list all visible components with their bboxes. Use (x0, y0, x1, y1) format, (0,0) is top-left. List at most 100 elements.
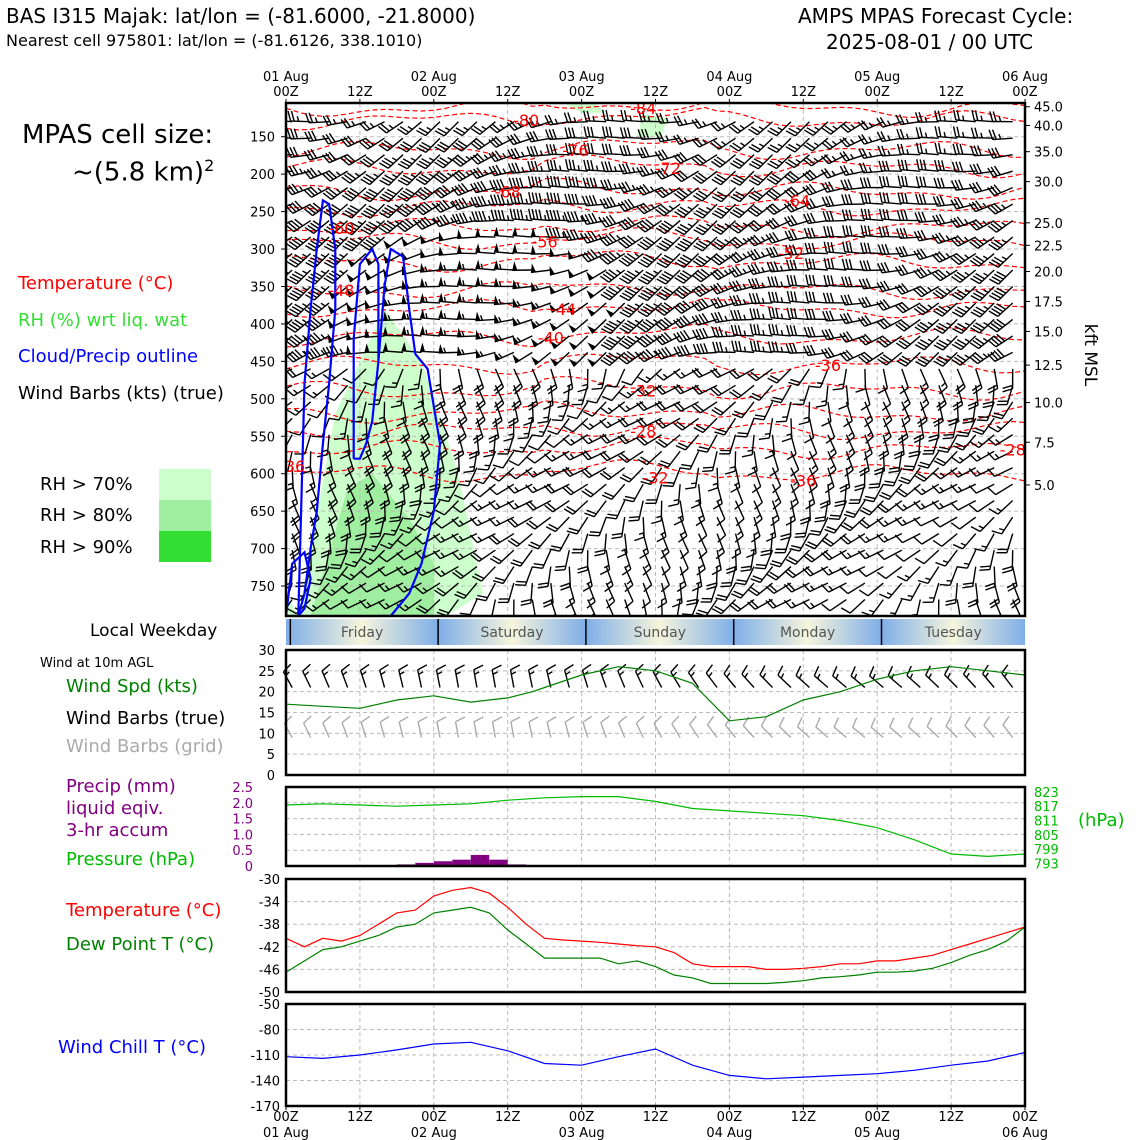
barb-full (568, 159, 573, 170)
barb-full (860, 225, 865, 236)
barb-full (881, 145, 887, 156)
barb-full (830, 258, 835, 270)
barb-full (941, 160, 945, 171)
barb-half (964, 236, 969, 242)
barb-half (964, 354, 970, 359)
barb-full (861, 134, 869, 144)
barb-full (810, 227, 816, 238)
barb-full (732, 160, 743, 167)
barb-full (814, 516, 826, 520)
barb-full (528, 192, 532, 203)
barb-full (654, 170, 663, 180)
barb-full (898, 114, 905, 125)
wind-barb (322, 170, 348, 182)
barb-flag (475, 293, 481, 303)
barb-full (547, 114, 554, 125)
barb-full (741, 453, 753, 458)
barb-full (326, 114, 332, 125)
barb-staff (438, 317, 459, 321)
barb-full (618, 391, 629, 399)
wind-barb (982, 385, 995, 409)
barb-full (707, 487, 719, 492)
barb-half (606, 421, 612, 427)
barb-full (812, 274, 816, 286)
barb-full (660, 460, 671, 466)
barb-full (691, 158, 701, 166)
barb-half (925, 148, 928, 154)
barb-full (277, 217, 284, 225)
isotherm-line (286, 197, 1025, 218)
barb-full (876, 117, 884, 128)
wind-barb (286, 137, 293, 139)
barb-full (904, 192, 909, 204)
barb-full (385, 385, 396, 389)
barb-half (998, 133, 1002, 140)
barb-half (296, 116, 300, 122)
barb-half (724, 223, 730, 227)
barb-full (789, 325, 794, 336)
barb-half (394, 204, 400, 209)
barb-full (270, 110, 272, 120)
isotherm-line (286, 400, 1025, 424)
wind-barb (895, 114, 921, 126)
wind-barb (673, 170, 699, 183)
wind-barb (583, 110, 607, 123)
barb-full (861, 148, 868, 159)
barb-flag (475, 276, 481, 286)
barb-full (304, 131, 310, 142)
barb-flag (494, 313, 500, 324)
barb-half (886, 120, 891, 126)
wind-barb (488, 135, 515, 148)
barb-full (989, 111, 994, 122)
barb-full (921, 211, 927, 222)
barb-half (957, 486, 963, 492)
wind-barb (475, 311, 496, 322)
barb-full (274, 291, 283, 296)
barb-half (927, 269, 932, 274)
barb-full (508, 460, 519, 467)
barb-half (293, 389, 298, 394)
barb-half (721, 141, 727, 146)
wind-barb (730, 170, 755, 186)
barb-half (868, 137, 873, 143)
barb-flag (493, 226, 499, 236)
barb-half (534, 302, 540, 308)
barb-full (270, 385, 277, 393)
barb-full (605, 126, 609, 137)
barb-half (497, 335, 503, 341)
barb-full (328, 170, 337, 179)
wind-barb (378, 154, 404, 169)
barb-full (857, 121, 866, 131)
wind-barb (420, 248, 441, 259)
barb-full (590, 126, 594, 138)
barb-full (274, 339, 283, 345)
barb-full (805, 274, 809, 285)
wind-barb (991, 516, 1014, 535)
barb-staff (1001, 516, 1014, 535)
barb-half (779, 265, 784, 272)
wind-barb (571, 385, 589, 406)
barb-half (964, 271, 970, 276)
wind-barb (785, 137, 810, 153)
barb-full (824, 125, 834, 133)
barb-full (734, 340, 739, 352)
wind-barb (819, 484, 831, 509)
wind-spd-label: Wind Spd (kts) (66, 676, 198, 697)
barb-full (823, 154, 833, 163)
barb-full (552, 128, 557, 140)
barb-full (959, 143, 964, 155)
wind-barb (736, 418, 755, 438)
barb-full (822, 211, 828, 222)
wind-barb (760, 533, 774, 557)
wind-barb (914, 111, 939, 123)
barb-half (616, 352, 622, 357)
barb-half (706, 206, 712, 211)
barb-full (820, 503, 831, 509)
barb-full (877, 145, 883, 157)
wind-barb (434, 154, 459, 169)
wind-barb (456, 244, 477, 255)
wind-barb (639, 533, 650, 560)
barb-full (325, 171, 334, 180)
barb-flag (346, 345, 352, 355)
barb-full (397, 163, 408, 170)
